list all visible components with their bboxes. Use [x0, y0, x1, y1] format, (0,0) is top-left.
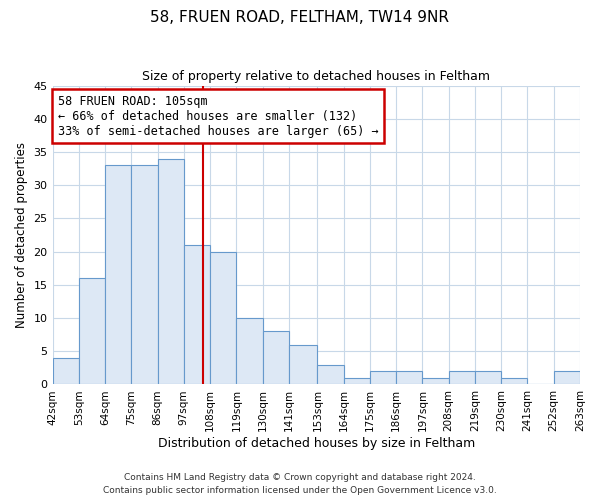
Bar [501, 378, 527, 384]
Text: Contains HM Land Registry data © Crown copyright and database right 2024.
Contai: Contains HM Land Registry data © Crown c… [103, 474, 497, 495]
Bar [475, 371, 501, 384]
Bar [554, 371, 580, 384]
Bar [184, 245, 210, 384]
Bar [317, 364, 344, 384]
Bar [396, 371, 422, 384]
Bar [370, 371, 396, 384]
Bar [105, 166, 131, 384]
Bar [53, 358, 79, 384]
Y-axis label: Number of detached properties: Number of detached properties [15, 142, 28, 328]
Bar [344, 378, 370, 384]
Bar [236, 318, 263, 384]
Bar [131, 166, 158, 384]
Bar [289, 344, 317, 385]
Text: 58, FRUEN ROAD, FELTHAM, TW14 9NR: 58, FRUEN ROAD, FELTHAM, TW14 9NR [151, 10, 449, 25]
Bar [210, 252, 236, 384]
X-axis label: Distribution of detached houses by size in Feltham: Distribution of detached houses by size … [158, 437, 475, 450]
Bar [158, 158, 184, 384]
Bar [79, 278, 105, 384]
Bar [263, 332, 289, 384]
Bar [449, 371, 475, 384]
Bar [422, 378, 449, 384]
Text: 58 FRUEN ROAD: 105sqm
← 66% of detached houses are smaller (132)
33% of semi-det: 58 FRUEN ROAD: 105sqm ← 66% of detached … [58, 94, 379, 138]
Title: Size of property relative to detached houses in Feltham: Size of property relative to detached ho… [142, 70, 490, 83]
